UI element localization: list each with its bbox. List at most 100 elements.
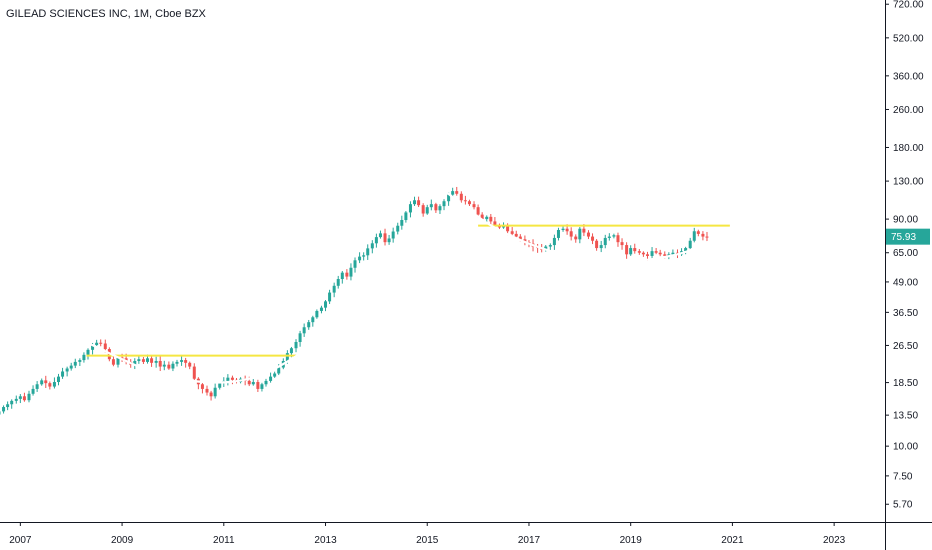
candle-up <box>69 365 73 369</box>
candle-down <box>230 377 234 380</box>
candle-up <box>171 363 175 369</box>
candle-down <box>421 205 425 214</box>
candle-down <box>658 252 662 255</box>
chart-title: GILEAD SCIENCES INC, 1M, Cboe BZX <box>6 8 206 20</box>
candle-up <box>27 393 31 401</box>
candle-down <box>663 254 667 256</box>
candle-up <box>328 292 332 302</box>
candle-up <box>671 252 675 255</box>
y-tick-label: 260.00 <box>893 105 924 116</box>
candle-down <box>467 201 471 205</box>
candle-down <box>480 214 484 220</box>
candle-down <box>625 245 629 255</box>
candle-down <box>120 357 124 359</box>
candle-up <box>378 233 382 238</box>
candle-down <box>417 200 421 206</box>
candle-down <box>506 225 510 232</box>
candle-down <box>247 380 251 385</box>
candle-down <box>459 193 463 201</box>
candle-up <box>688 240 692 249</box>
candle-up <box>175 361 179 364</box>
drawings <box>86 104 841 384</box>
cup-curve-outline <box>445 106 839 262</box>
candle-down <box>22 396 26 401</box>
candle-down <box>192 366 196 379</box>
candle-up <box>307 322 311 328</box>
candle-up <box>353 260 357 268</box>
candle-up <box>578 228 582 240</box>
candle-up <box>400 220 404 226</box>
candle-up <box>302 327 306 334</box>
candle-up <box>366 248 370 256</box>
candle-down <box>209 392 213 397</box>
candle-down <box>99 342 103 344</box>
candle-up <box>336 279 340 286</box>
last-price-label: 75.93 <box>891 232 916 243</box>
candle-down <box>44 380 48 384</box>
candle-up <box>650 251 654 256</box>
candle-up <box>35 384 39 389</box>
candle-down <box>345 272 349 277</box>
candle-up <box>429 204 433 208</box>
candle-up <box>277 367 281 374</box>
candle-up <box>260 384 264 389</box>
candle-up <box>425 207 429 214</box>
candle-up <box>442 201 446 207</box>
candle-up <box>629 248 633 255</box>
candle-down <box>463 200 467 202</box>
time-axis-ticks: 2007 2009 2011 2013 2015 2017 2019 2021 2023 <box>9 522 846 546</box>
candle-down <box>518 236 522 240</box>
candle-up <box>413 200 417 205</box>
candle-up <box>264 380 268 385</box>
y-tick-label: 520.00 <box>893 33 924 44</box>
candle-up <box>65 368 69 372</box>
candle-up <box>226 377 230 381</box>
candle-down <box>158 360 162 367</box>
y-tick-label: 5.70 <box>893 500 913 511</box>
candle-down <box>654 251 658 253</box>
candle-up <box>370 243 374 249</box>
candle-down <box>510 231 514 234</box>
candle-up <box>603 237 607 246</box>
candle-down <box>565 228 569 232</box>
candle-down <box>616 235 620 243</box>
candle-down <box>141 359 145 362</box>
candle-down <box>493 221 497 227</box>
candle-down <box>489 216 493 222</box>
candle-up <box>332 285 336 293</box>
candle-down <box>701 233 705 237</box>
x-tick-label: 2007 <box>9 535 32 546</box>
candle-down <box>514 233 518 237</box>
candle-up <box>408 204 412 213</box>
candle-down <box>434 204 438 211</box>
candle-down <box>705 236 709 238</box>
candle-up <box>548 245 552 247</box>
candle-up <box>289 348 293 354</box>
candle-up <box>40 380 44 385</box>
candle-up <box>294 341 298 349</box>
x-tick-label: 2019 <box>620 535 643 546</box>
y-tick-label: 65.00 <box>893 248 918 259</box>
candle-up <box>324 301 328 308</box>
candles <box>0 186 709 415</box>
candle-up <box>552 237 556 246</box>
y-tick-label: 360.00 <box>893 71 924 82</box>
candle-down <box>150 358 154 363</box>
candle-down <box>48 383 52 387</box>
candle-up <box>599 245 603 249</box>
candle-up <box>349 267 353 277</box>
candle-down <box>184 360 188 363</box>
candle-down <box>595 240 599 249</box>
y-tick-label: 180.00 <box>893 143 924 154</box>
candle-down <box>591 236 595 241</box>
candle-up <box>31 388 35 394</box>
candle-down <box>586 232 590 237</box>
candle-up <box>180 360 184 362</box>
candle-down <box>637 251 641 253</box>
candle-up <box>340 272 344 280</box>
candle-up <box>391 231 395 239</box>
candle-up <box>2 407 6 412</box>
y-tick-label: 36.50 <box>893 308 918 319</box>
